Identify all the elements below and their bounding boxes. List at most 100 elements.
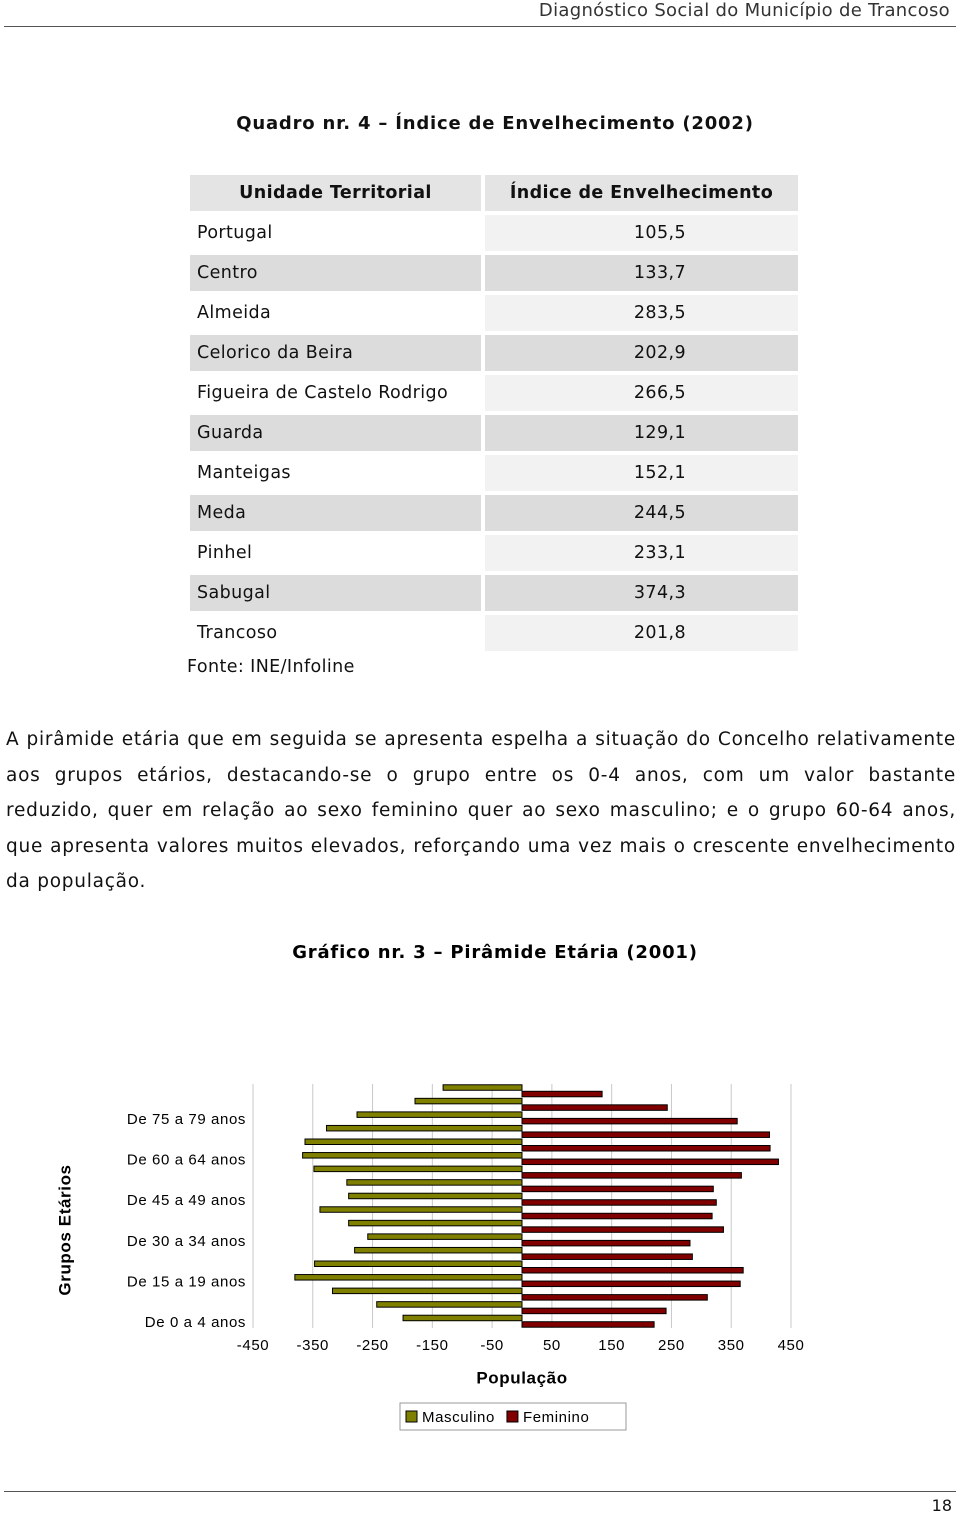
table: Unidade Territorial Índice de Envelhecime… [190, 175, 798, 655]
bar [313, 1165, 523, 1173]
legend-swatch [405, 1410, 418, 1423]
bar [442, 1084, 523, 1091]
column-header: Índice de Envelhecimento [485, 175, 798, 211]
bar [326, 1124, 523, 1132]
y-axis-title: Grupos Etários [55, 1164, 74, 1295]
x-tick-label: -450 [237, 1337, 269, 1354]
table-cell: 105,5 [485, 215, 798, 251]
y-tick-label: De 60 a 64 anos [127, 1152, 246, 1169]
bar [348, 1192, 523, 1200]
bar [294, 1274, 523, 1281]
table-cell: Sabugal [190, 575, 481, 611]
bar [304, 1138, 523, 1145]
y-tick-label: De 15 a 19 anos [127, 1274, 246, 1291]
table-cell: Celorico da Beira [190, 335, 481, 371]
table-cell: Figueira de Castelo Rodrigo [190, 375, 481, 411]
paragraph: A pirâmide etária que em seguida se apre… [6, 729, 956, 892]
bar [521, 1267, 744, 1274]
footer-rule [4, 1491, 956, 1492]
bar [302, 1152, 523, 1159]
table-row: Almeida 283,5 [190, 295, 798, 331]
legend-swatch [506, 1410, 519, 1423]
legend-label: Masculino [422, 1409, 495, 1426]
table-cell: Manteigas [190, 455, 481, 491]
bar [521, 1280, 741, 1288]
y-tick-label: De 0 a 4 anos [145, 1314, 246, 1331]
legend-label: Feminino [523, 1409, 590, 1426]
table-row: Guarda 129,1 [190, 415, 798, 451]
bar [348, 1219, 523, 1227]
bar [402, 1314, 523, 1322]
table-cell: Trancoso [190, 615, 481, 651]
x-tick-label: 250 [658, 1337, 685, 1354]
x-tick-label: -350 [297, 1337, 329, 1354]
table-row: Trancoso 201,8 [190, 615, 798, 651]
table-row: Figueira de Castelo Rodrigo 266,5 [190, 375, 798, 411]
x-tick-label: -250 [356, 1337, 388, 1354]
x-tick-label: 350 [718, 1337, 745, 1354]
table-source: Fonte: INE/Infoline [187, 657, 355, 677]
bar [332, 1287, 523, 1295]
bar [521, 1294, 708, 1301]
table-cell: 266,5 [485, 375, 798, 411]
table-title: Quadro nr. 4 – Índice de Envelhecimento … [236, 113, 754, 134]
y-tick-label: De 75 a 79 anos [127, 1111, 246, 1128]
bar [521, 1226, 724, 1233]
table-cell: 129,1 [485, 415, 798, 451]
x-tick-label: 150 [598, 1337, 625, 1354]
table-cell: 374,3 [485, 575, 798, 611]
bar [354, 1246, 523, 1254]
table-row: Sabugal 374,3 [190, 575, 798, 611]
bar [319, 1206, 523, 1213]
table-cell: 283,5 [485, 295, 798, 331]
table-row: Celorico da Beira 202,9 [190, 335, 798, 371]
table-cell: 133,7 [485, 255, 798, 291]
table-cell: 152,1 [485, 455, 798, 491]
bar [521, 1253, 693, 1260]
chart-title: Gráfico nr. 3 – Pirâmide Etária (2001) [292, 942, 698, 963]
bar [314, 1260, 523, 1267]
table-cell: Meda [190, 495, 481, 531]
table-cell: 233,1 [485, 535, 798, 571]
bar [521, 1117, 738, 1125]
bar [521, 1172, 742, 1179]
bar [521, 1212, 713, 1220]
x-tick-label: 50 [543, 1337, 561, 1354]
column-header: Unidade Territorial [190, 175, 481, 211]
chart: Gráfico nr. 3 – Pirâmide Etária (2001) P… [55, 942, 805, 1431]
bar [414, 1097, 523, 1105]
bar [346, 1179, 523, 1186]
bar [356, 1111, 523, 1118]
y-tick-label: De 45 a 49 anos [127, 1192, 246, 1209]
table-row: Manteigas 152,1 [190, 455, 798, 491]
y-tick-label: De 30 a 34 anos [127, 1233, 246, 1250]
table-cell: 202,9 [485, 335, 798, 371]
table-cell: Pinhel [190, 535, 481, 571]
bar [521, 1131, 770, 1138]
bar [521, 1185, 714, 1193]
x-tick-label: 450 [778, 1337, 805, 1354]
table-row: Portugal 105,5 [190, 215, 798, 251]
bar [521, 1158, 779, 1166]
header-rule [4, 26, 956, 27]
bar [367, 1233, 523, 1240]
bar [521, 1104, 668, 1111]
bar [521, 1199, 717, 1206]
page-number: 18 [931, 1496, 952, 1515]
x-tick-label: -150 [416, 1337, 448, 1354]
running-header: Diagnóstico Social do Município de Tranc… [538, 0, 950, 21]
table-cell: 244,5 [485, 495, 798, 531]
table-row: Pinhel 233,1 [190, 535, 798, 571]
table-row: Meda 244,5 [190, 495, 798, 531]
bar [521, 1307, 667, 1315]
bar [521, 1321, 655, 1328]
table-cell: Almeida [190, 295, 481, 331]
bar [521, 1090, 603, 1098]
table-cell: Guarda [190, 415, 481, 451]
bar [521, 1239, 691, 1247]
table-cell: Portugal [190, 215, 481, 251]
table-cell: 201,8 [485, 615, 798, 651]
x-tick-label: -50 [480, 1337, 503, 1354]
table-header-row: Unidade Territorial Índice de Envelhecime… [190, 175, 798, 211]
